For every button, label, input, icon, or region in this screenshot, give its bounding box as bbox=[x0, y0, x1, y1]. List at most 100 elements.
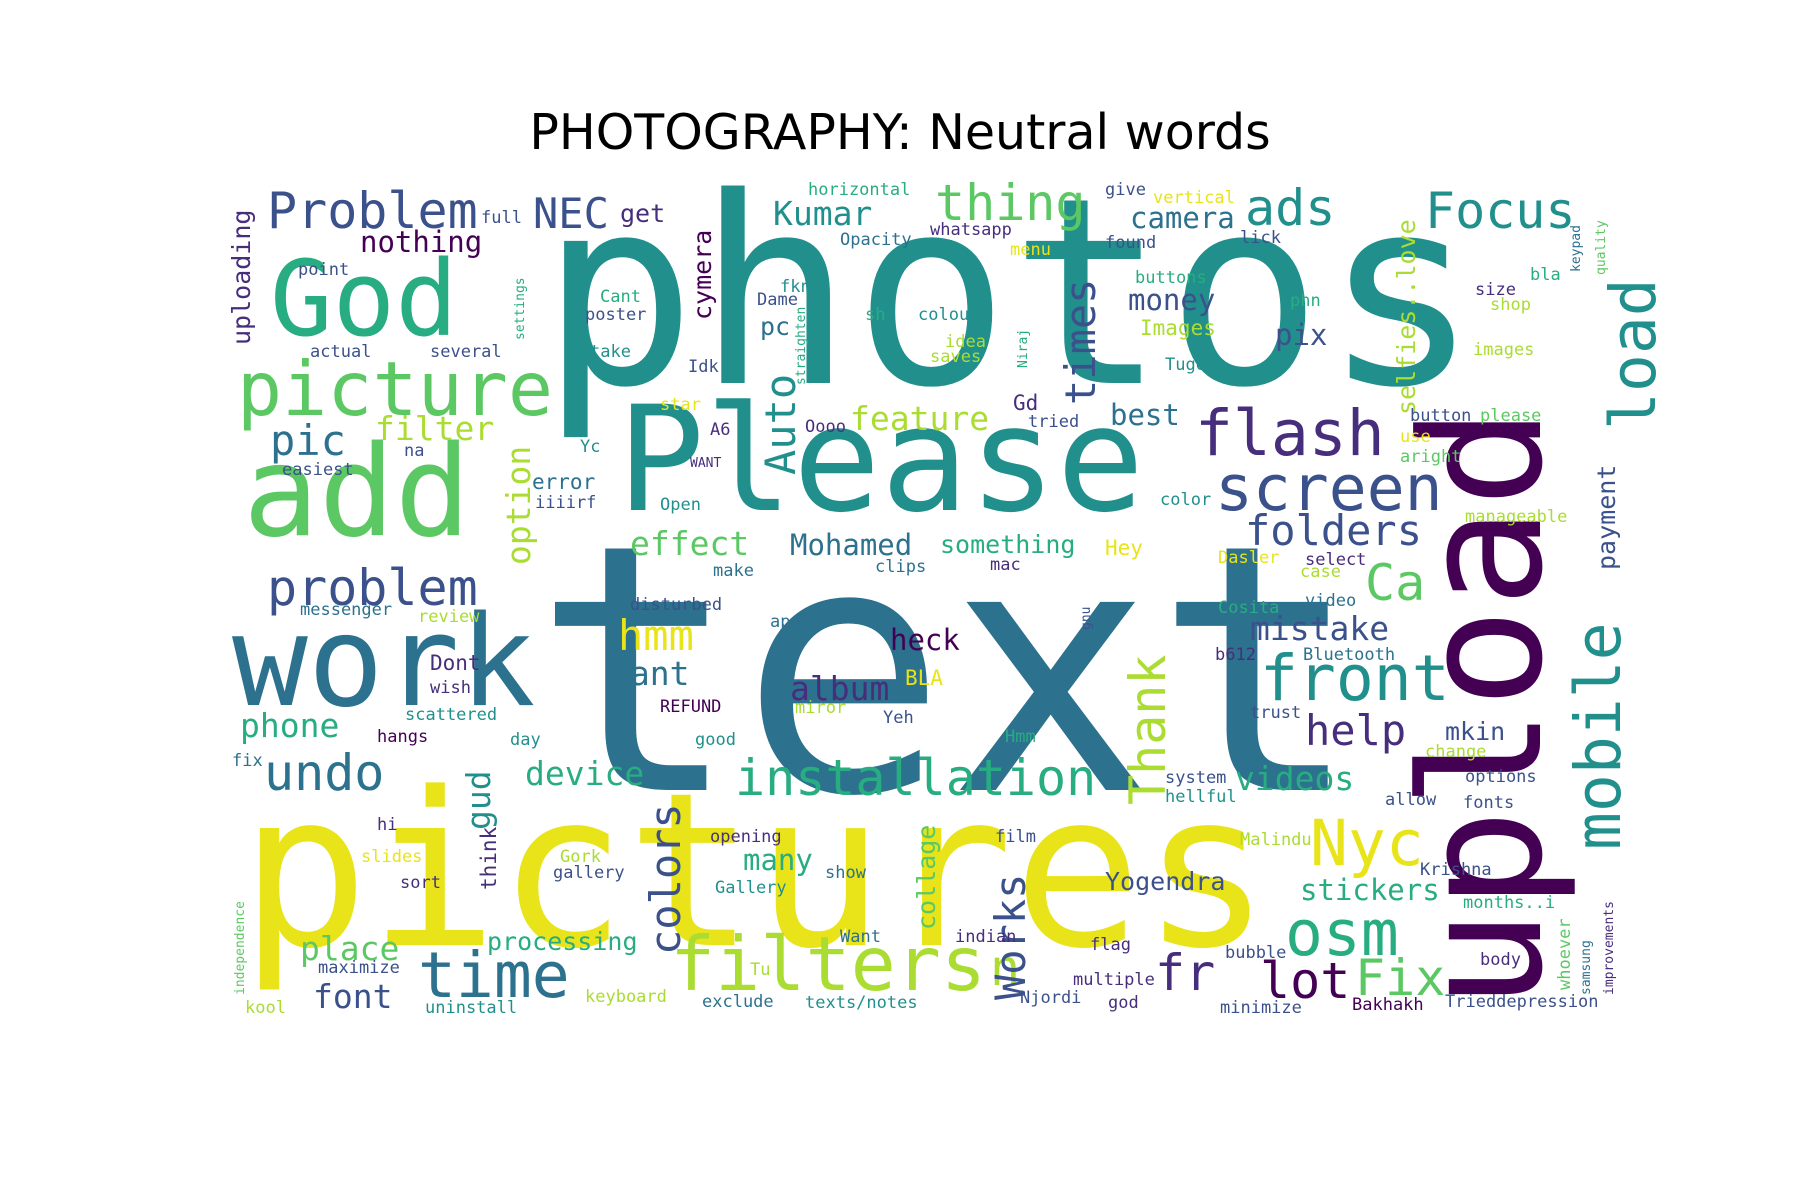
word-review: review bbox=[418, 607, 480, 627]
word-make: make bbox=[713, 561, 754, 581]
word-cant: Cant bbox=[600, 287, 641, 307]
word-settings: settings bbox=[513, 277, 528, 340]
word-thing: thing bbox=[935, 174, 1086, 232]
word-feature: feature bbox=[850, 399, 989, 438]
word-filter: filter bbox=[375, 409, 494, 448]
word-times: times bbox=[1056, 279, 1105, 405]
word-opacity: Opacity bbox=[840, 230, 912, 250]
word-dame: Dame bbox=[757, 290, 798, 310]
word-font: font bbox=[313, 977, 392, 1016]
word-sh: sh bbox=[865, 305, 885, 325]
word-fix: Fix bbox=[1355, 949, 1445, 1007]
word-found: found bbox=[1105, 233, 1156, 253]
word-whatsapp: whatsapp bbox=[930, 220, 1012, 240]
word-system: system bbox=[1165, 768, 1226, 788]
word-get: get bbox=[620, 199, 665, 228]
word-focus: Focus bbox=[1425, 182, 1576, 240]
word-option: option bbox=[499, 446, 538, 565]
word-color: color bbox=[1160, 490, 1211, 510]
word-tried: tried bbox=[1028, 412, 1079, 432]
word-refund: REFUND bbox=[660, 697, 721, 717]
word-open: Open bbox=[660, 495, 701, 515]
word-minimize: minimize bbox=[1220, 998, 1302, 1018]
word-indian: indian bbox=[955, 927, 1016, 947]
word-photos: photos bbox=[540, 143, 1479, 445]
word-mkin: mkin bbox=[1445, 717, 1505, 746]
word-problem: problem bbox=[267, 559, 478, 617]
word-several: several bbox=[430, 342, 502, 362]
word-undo: undo bbox=[264, 744, 384, 802]
word-messenger: messenger bbox=[300, 600, 392, 620]
word-fr: fr bbox=[1155, 944, 1215, 1002]
word-scattered: scattered bbox=[405, 705, 497, 725]
word-quality: quality bbox=[1594, 220, 1609, 275]
word-nothing: nothing bbox=[360, 225, 482, 259]
word-gud: gud bbox=[459, 770, 498, 830]
word-a6: A6 bbox=[710, 420, 730, 440]
word-want: Want bbox=[840, 927, 881, 947]
word-texts-notes: texts/notes bbox=[805, 993, 918, 1013]
word-load: load bbox=[1597, 278, 1670, 430]
word-actual: actual bbox=[310, 342, 371, 362]
word-heck: heck bbox=[890, 623, 960, 657]
word-exclude: exclude bbox=[702, 992, 774, 1012]
word-phone: phone bbox=[240, 706, 339, 745]
word-day: day bbox=[510, 730, 541, 750]
word-hmm: hmm bbox=[618, 611, 694, 660]
word-cosita: Cosita bbox=[1218, 598, 1279, 618]
word-stickers: stickers bbox=[1300, 873, 1440, 907]
word-album: album bbox=[790, 669, 889, 708]
word-add: add bbox=[243, 418, 471, 565]
word-sort: sort bbox=[400, 873, 441, 893]
word-manageable: manageable bbox=[1465, 507, 1567, 527]
word-gallery: gallery bbox=[553, 863, 625, 883]
word-screen: screen bbox=[1215, 452, 1443, 525]
word-money: money bbox=[1128, 283, 1215, 317]
word-multiple: multiple bbox=[1073, 970, 1155, 990]
word-gallery: Gallery bbox=[715, 878, 787, 898]
word-osm: osm bbox=[1285, 897, 1399, 970]
word-mistake: mistake bbox=[1250, 609, 1389, 648]
word-phn: phn bbox=[1290, 291, 1321, 311]
word-b612: b612 bbox=[1215, 645, 1256, 665]
word-idk: Idk bbox=[688, 357, 719, 377]
word-maximize: maximize bbox=[318, 958, 400, 978]
word-text: text bbox=[533, 472, 1361, 872]
word-mobile: mobile bbox=[1562, 622, 1635, 850]
word-appear: appear bbox=[770, 612, 831, 632]
word-pc: pc bbox=[760, 312, 790, 341]
word-something: something bbox=[940, 530, 1075, 559]
word-please: Please bbox=[617, 375, 1144, 545]
word-error: error bbox=[532, 470, 595, 494]
word-yc: Yc bbox=[580, 437, 600, 457]
word-slides: slides bbox=[361, 847, 422, 867]
word-mohamed: Mohamed bbox=[790, 528, 912, 562]
word-disturbed: disturbed bbox=[630, 595, 722, 615]
word-select: select bbox=[1305, 550, 1366, 570]
word-problem: Problem bbox=[267, 182, 478, 240]
word-effect: effect bbox=[630, 524, 749, 563]
word-picture: picture bbox=[237, 345, 553, 433]
word-size: size bbox=[1475, 280, 1516, 300]
word-na: na bbox=[404, 441, 424, 461]
word-many: many bbox=[743, 843, 813, 877]
word-full: full bbox=[481, 208, 522, 228]
word-dasler: Dasler bbox=[1218, 548, 1279, 568]
word-filters: filters bbox=[670, 920, 986, 1008]
word-gork: Gork bbox=[560, 847, 601, 867]
word-lot: lot bbox=[1260, 952, 1350, 1010]
word-front: front bbox=[1260, 642, 1450, 715]
word-bakhakh: Bakhakh bbox=[1352, 995, 1424, 1015]
word-shop: shop bbox=[1490, 295, 1531, 315]
word-fonts: fonts bbox=[1463, 793, 1514, 813]
word-colours: colours bbox=[918, 305, 990, 325]
word-mac: mac bbox=[990, 555, 1021, 575]
word-gd: Gd bbox=[1013, 391, 1038, 415]
word-upload: upload bbox=[1386, 407, 1580, 1010]
word-best: best bbox=[1110, 398, 1180, 432]
word-hellful: hellful bbox=[1165, 787, 1237, 807]
word-niraj: Niraj bbox=[1016, 329, 1031, 368]
word-give: give bbox=[1105, 180, 1146, 200]
